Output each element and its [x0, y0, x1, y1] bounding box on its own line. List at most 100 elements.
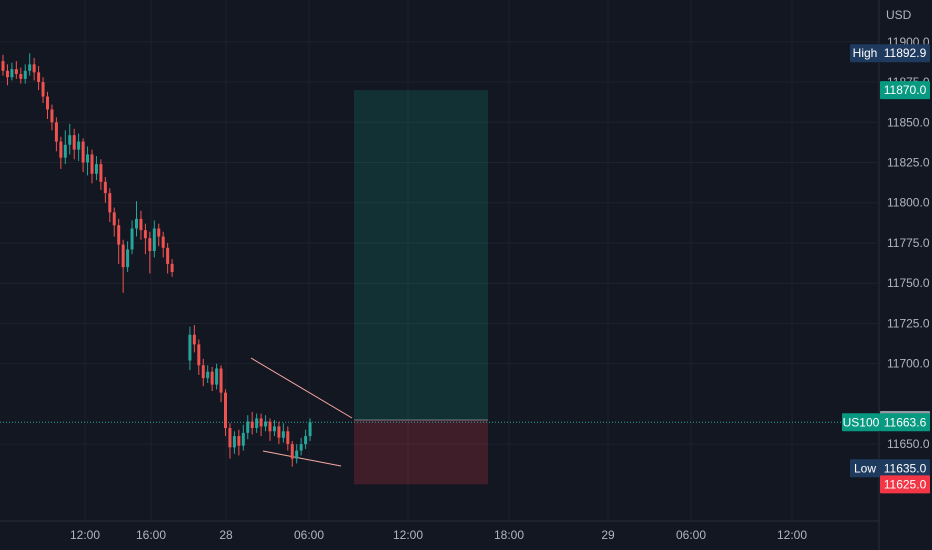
candle-body	[161, 236, 165, 248]
candle-body	[166, 247, 170, 264]
price-tick-label: 11650.0	[887, 437, 930, 451]
candle-body	[10, 69, 14, 78]
candle-body	[148, 238, 152, 252]
price-tick-label: 11825.0	[887, 156, 930, 170]
candle-body	[272, 426, 276, 432]
target-marker-value-box	[880, 81, 930, 100]
candle-body	[121, 244, 125, 268]
low-marker: Low 11635.0	[850, 459, 930, 478]
candle-body	[143, 230, 147, 239]
candle-body	[210, 371, 214, 385]
candle-body	[192, 334, 196, 345]
candle-body	[108, 193, 112, 213]
currency-label: USD	[886, 8, 912, 22]
candle-body	[232, 436, 236, 448]
candle-body	[41, 82, 45, 97]
candle-body	[46, 96, 49, 110]
candle-body	[295, 450, 299, 459]
lower-trendline	[262, 450, 342, 467]
time-tick-label: 29	[601, 528, 615, 542]
price-tick-label: 11775.0	[887, 236, 930, 250]
candle-body	[224, 392, 227, 429]
price-tick-label: 11725.0	[887, 316, 930, 330]
price-axis[interactable]: USD11900.011875.011850.011825.011800.011…	[886, 8, 930, 451]
candle-body	[117, 225, 121, 245]
candle-body	[290, 444, 294, 459]
candle-body	[5, 70, 9, 78]
candle-body	[304, 436, 308, 445]
time-tick-label: 18:00	[494, 528, 524, 542]
candle-body	[86, 154, 90, 163]
symbol-marker: US100 11663.6	[842, 413, 930, 432]
candle-body	[1, 61, 5, 71]
trend-lines[interactable]	[0, 357, 879, 467]
time-tick-label: 16:00	[136, 528, 166, 542]
candle-body	[54, 122, 58, 142]
time-tick-label: 28	[219, 528, 233, 542]
candle-body	[103, 181, 107, 194]
candle-body	[152, 228, 156, 252]
position-tool[interactable]	[354, 90, 488, 485]
candle-body	[90, 154, 94, 174]
symbol-marker-label-box	[842, 413, 880, 432]
candle-body	[197, 344, 201, 366]
candle-body	[206, 371, 210, 379]
high-marker: High 11892.9	[850, 44, 930, 63]
candle-body	[28, 64, 32, 71]
target-marker-value: 11870.0	[884, 83, 927, 97]
candle-body	[241, 432, 245, 446]
time-tick-label: 06:00	[676, 528, 706, 542]
candle-body	[99, 164, 103, 182]
candle-body	[246, 421, 250, 433]
candle-body	[37, 72, 41, 83]
candle-body	[126, 249, 130, 268]
candles	[1, 53, 312, 467]
candle-body	[63, 144, 67, 158]
price-tick-label: 11700.0	[887, 357, 930, 371]
candle-body	[19, 74, 23, 79]
candle-body	[130, 228, 134, 250]
candle-body	[77, 141, 81, 150]
time-axis[interactable]: 12:00 16:00 28 06:00 12:00 18:00 29 06:00 12:00	[70, 528, 807, 542]
profit-zone	[354, 90, 488, 420]
symbol-marker-value: 11663.6	[884, 415, 927, 429]
candle-body	[50, 109, 54, 123]
candle-body	[157, 228, 161, 237]
candle-body	[277, 426, 281, 438]
price-tick-label: 11850.0	[887, 115, 930, 129]
low-marker-value: 11635.0	[884, 461, 927, 475]
candle-body	[299, 444, 303, 451]
loss-zone	[354, 420, 488, 485]
price-tick-label: 11800.0	[887, 196, 930, 210]
candle-body	[68, 135, 72, 145]
time-tick-label: 06:00	[294, 528, 324, 542]
candle-body	[139, 218, 143, 231]
symbol-marker-value-box	[880, 413, 930, 432]
candle-body	[308, 422, 312, 437]
candle-body	[188, 334, 192, 361]
low-marker-label-box	[850, 459, 880, 478]
candle-body	[112, 212, 116, 226]
candle-body	[72, 135, 76, 150]
candle-body	[81, 141, 85, 163]
candle-body	[264, 421, 268, 427]
candle-body	[250, 421, 254, 429]
price-badges: High11892.911870.011665.0US10011663.6Low…	[842, 44, 930, 494]
grid	[0, 0, 880, 550]
candle-body	[23, 70, 27, 79]
stop-marker: 11625.0	[880, 475, 930, 494]
candle-body	[32, 64, 36, 73]
candle-body	[219, 368, 223, 393]
time-tick-label: 12:00	[393, 528, 423, 542]
candle-body	[286, 431, 290, 445]
low-marker-label: Low	[854, 461, 876, 475]
high-marker-label: High	[853, 46, 878, 60]
high-marker-value-box	[880, 44, 930, 63]
candle-body	[170, 263, 174, 272]
candle-body	[228, 428, 232, 448]
stop-marker-value: 11625.0	[884, 477, 927, 491]
candle-body	[215, 368, 219, 385]
candle-body	[59, 141, 63, 158]
candle-body	[268, 421, 272, 432]
